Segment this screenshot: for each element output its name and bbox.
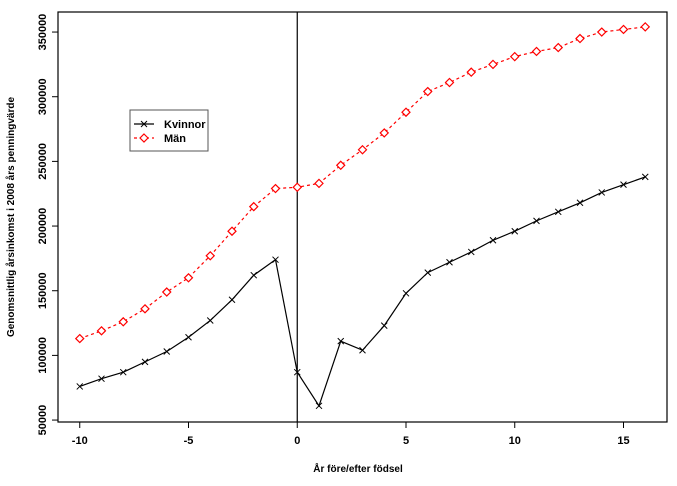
data-point-mn: [183, 272, 194, 283]
x-axis-label: År före/efter födsel: [313, 462, 403, 475]
data-point-kvinnor: [250, 271, 258, 279]
data-point-mn: [292, 182, 303, 193]
data-point-kvinnor: [467, 248, 475, 256]
data-point-mn: [270, 183, 281, 194]
data-point-mn: [509, 51, 520, 62]
data-point-kvinnor: [315, 402, 323, 410]
legend-box: [129, 109, 209, 152]
y-tick-label: 200000: [37, 208, 49, 245]
y-tick-label: 250000: [37, 143, 49, 180]
data-point-kvinnor: [620, 181, 627, 189]
data-point-kvinnor: [76, 383, 84, 390]
data-point-mn: [531, 46, 542, 57]
data-point-kvinnor: [293, 368, 301, 376]
data-point-kvinnor: [141, 358, 149, 366]
y-tick-label: 50000: [37, 405, 49, 436]
data-point-kvinnor: [402, 289, 410, 297]
data-point-kvinnor: [511, 227, 519, 235]
data-point-kvinnor: [185, 333, 192, 341]
data-point-kvinnor: [533, 217, 540, 225]
y-tick-label: 300000: [37, 78, 49, 115]
legend-label-mn: Män: [164, 133, 186, 145]
data-point-mn: [466, 67, 477, 77]
x-tick-label: -10: [72, 435, 88, 447]
data-point-mn: [596, 27, 607, 37]
legend-marker-mn: [139, 133, 149, 143]
data-point-kvinnor: [380, 322, 388, 329]
legend-label-kvinnor: Kvinnor: [164, 119, 206, 131]
x-tick-label: 5: [403, 435, 409, 447]
data-point-mn: [422, 86, 433, 97]
data-point-mn: [575, 33, 585, 44]
data-point-kvinnor: [337, 337, 345, 345]
data-point-kvinnor: [163, 348, 171, 355]
x-tick-label: -5: [184, 435, 194, 447]
data-point-mn: [553, 42, 564, 53]
data-point-mn: [74, 333, 85, 344]
y-tick-label: 350000: [37, 14, 49, 51]
data-point-mn: [444, 77, 455, 88]
data-point-kvinnor: [424, 269, 432, 276]
y-axis-label: Genomsnittlig årsinkomst i 2008 års penn…: [5, 97, 17, 338]
plot-frame: [57, 11, 668, 423]
data-point-kvinnor: [446, 258, 453, 266]
data-point-kvinnor: [206, 317, 214, 324]
data-point-mn: [488, 59, 498, 70]
data-point-mn: [401, 107, 411, 118]
data-point-mn: [118, 316, 129, 327]
data-point-kvinnor: [359, 346, 366, 354]
data-point-kvinnor: [576, 199, 584, 207]
data-point-kvinnor: [272, 256, 279, 264]
data-point-mn: [314, 178, 324, 189]
data-point-mn: [140, 303, 150, 314]
data-point-kvinnor: [598, 189, 606, 196]
data-point-mn: [248, 201, 259, 212]
x-tick-label: 10: [509, 435, 521, 447]
data-point-mn: [640, 22, 651, 32]
data-point-mn: [161, 287, 172, 297]
data-point-kvinnor: [228, 296, 236, 304]
x-tick-label: 0: [294, 435, 300, 447]
y-tick-label: 150000: [37, 272, 49, 309]
data-point-kvinnor: [489, 236, 497, 244]
data-point-mn: [205, 250, 216, 261]
legend-marker-kvinnor: [140, 120, 148, 128]
data-point-mn: [227, 226, 237, 237]
data-point-kvinnor: [119, 368, 127, 376]
data-point-kvinnor: [98, 375, 105, 383]
data-point-mn: [379, 128, 390, 138]
legend: Kvinnor Män: [129, 109, 209, 152]
data-point-mn: [618, 24, 629, 35]
data-point-mn: [357, 144, 368, 155]
y-tick-label: 100000: [37, 337, 49, 374]
data-point-kvinnor: [641, 173, 649, 181]
x-tick-label: 15: [617, 435, 629, 447]
data-point-mn: [335, 160, 346, 171]
data-point-kvinnor: [554, 208, 562, 216]
data-point-mn: [96, 325, 107, 336]
